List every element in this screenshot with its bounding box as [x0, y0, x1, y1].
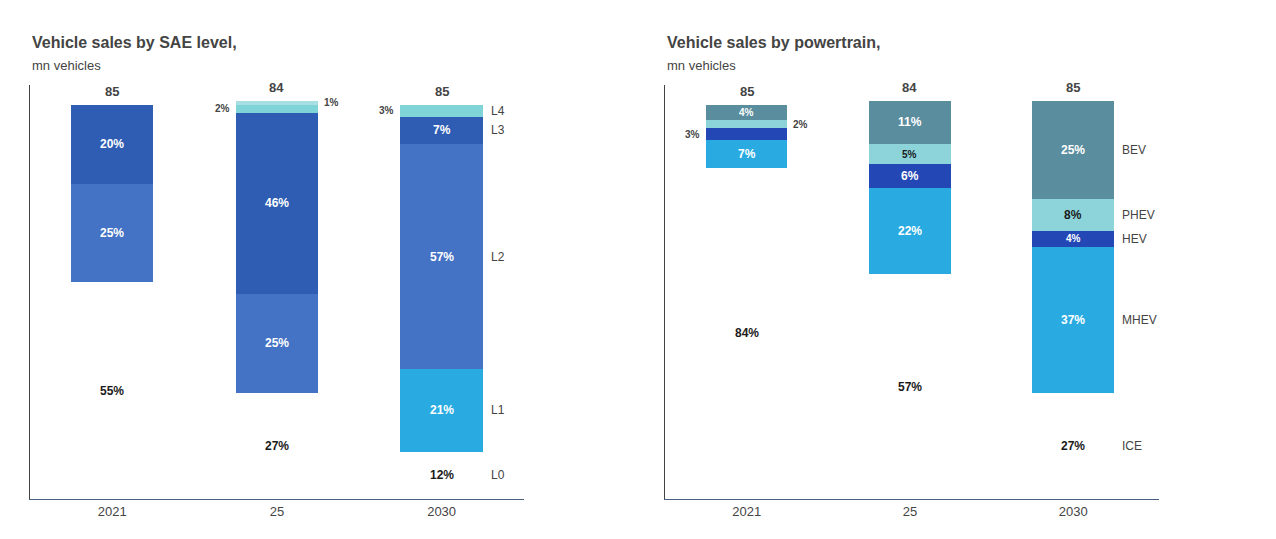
svg-text:85: 85: [740, 84, 754, 99]
svg-text:4%: 4%: [739, 107, 754, 118]
svg-text:2%: 2%: [215, 103, 230, 114]
svg-text:mn vehicles: mn vehicles: [32, 58, 101, 73]
svg-text:2030: 2030: [427, 504, 456, 519]
svg-text:7%: 7%: [433, 123, 451, 137]
svg-text:21%: 21%: [430, 403, 454, 417]
svg-text:ICE: ICE: [1122, 439, 1142, 453]
svg-text:11%: 11%: [898, 115, 922, 129]
svg-text:BEV: BEV: [1122, 143, 1146, 157]
svg-text:HEV: HEV: [1122, 232, 1147, 246]
svg-text:25%: 25%: [100, 226, 124, 240]
svg-text:25: 25: [903, 504, 917, 519]
svg-text:85: 85: [435, 84, 449, 99]
svg-text:2%: 2%: [793, 119, 808, 130]
svg-text:57%: 57%: [898, 380, 922, 394]
svg-text:7%: 7%: [738, 147, 756, 161]
svg-text:L0: L0: [491, 468, 505, 482]
svg-text:37%: 37%: [1061, 313, 1085, 327]
svg-text:55%: 55%: [100, 384, 124, 398]
svg-text:3%: 3%: [379, 105, 394, 116]
svg-text:Vehicle sales by SAE level,: Vehicle sales by SAE level,: [32, 34, 237, 51]
svg-text:46%: 46%: [265, 196, 289, 210]
svg-text:MHEV: MHEV: [1122, 313, 1157, 327]
svg-text:L3: L3: [491, 123, 505, 137]
svg-text:25%: 25%: [1061, 143, 1085, 157]
svg-text:L2: L2: [491, 250, 505, 264]
svg-text:4%: 4%: [1066, 233, 1081, 244]
svg-text:mn vehicles: mn vehicles: [667, 58, 736, 73]
svg-text:PHEV: PHEV: [1122, 208, 1155, 222]
svg-text:6%: 6%: [901, 169, 919, 183]
svg-text:2021: 2021: [732, 504, 761, 519]
svg-text:L4: L4: [491, 104, 505, 118]
svg-text:1%: 1%: [324, 97, 339, 108]
svg-text:85: 85: [105, 84, 119, 99]
svg-text:27%: 27%: [265, 439, 289, 453]
svg-text:57%: 57%: [430, 250, 454, 264]
svg-text:L1: L1: [491, 403, 505, 417]
svg-text:5%: 5%: [902, 149, 917, 160]
svg-text:20%: 20%: [100, 137, 124, 151]
svg-text:3%: 3%: [685, 129, 700, 140]
svg-text:27%: 27%: [1061, 439, 1085, 453]
svg-text:25%: 25%: [265, 336, 289, 350]
svg-text:Vehicle sales by powertrain,: Vehicle sales by powertrain,: [667, 34, 880, 51]
svg-text:25: 25: [270, 504, 284, 519]
svg-text:2021: 2021: [98, 504, 127, 519]
svg-text:2030: 2030: [1059, 504, 1088, 519]
svg-text:84%: 84%: [735, 326, 759, 340]
svg-text:8%: 8%: [1064, 208, 1082, 222]
svg-text:84: 84: [902, 80, 917, 95]
svg-text:85: 85: [1066, 80, 1080, 95]
svg-text:22%: 22%: [898, 224, 922, 238]
svg-text:84: 84: [269, 80, 284, 95]
svg-text:12%: 12%: [430, 468, 454, 482]
